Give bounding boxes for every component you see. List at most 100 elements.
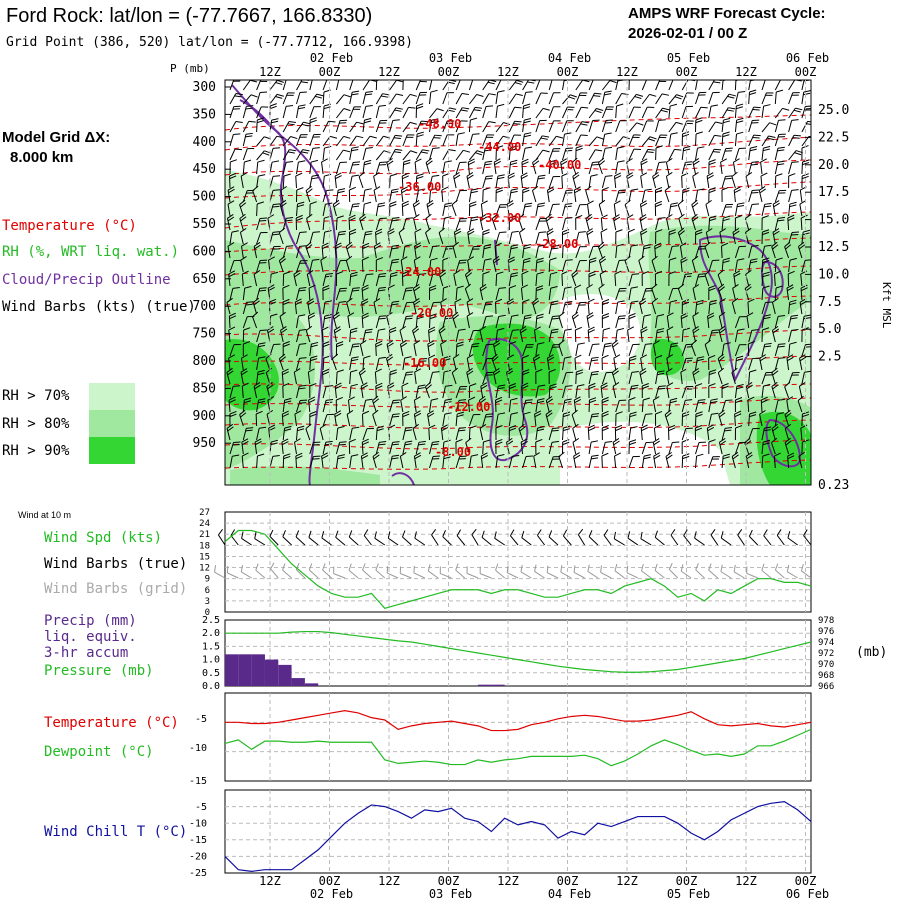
wind-barb [629,149,634,160]
wind-barb [549,260,550,272]
wind-barb [363,92,366,104]
wind-barb-feather [489,122,496,123]
surface-wind-barb [231,535,238,545]
wind-barb-feather [349,187,355,190]
wind-barb-feather [365,189,372,190]
wind-barb [789,108,796,118]
wind-barb-feather [246,108,253,109]
wind-barb-feather [393,414,400,415]
wind-barb-feather [470,204,477,206]
wind-barb [456,134,458,146]
wind-barb [762,204,765,216]
wind-barb [323,148,324,160]
surface-wind-barb-grid [440,574,451,578]
precip-bar [238,654,251,686]
wind-barb [390,372,391,384]
surface-wind-barb [510,536,518,545]
wind-barb-feather [513,124,520,125]
pressure-tick-label: 300 [193,80,216,95]
time-tick-label-bottom: 12Z [378,874,400,888]
wind-barb [722,134,723,146]
surface-wind-barb-grid [547,573,558,578]
wind-barb-feather [711,332,718,333]
wind-barb-feather [497,177,504,178]
wind-ytick-label: 15 [199,552,210,562]
wind-barb-feather [527,82,534,83]
wind-barb [536,219,540,230]
surface-wind-barb [578,535,584,545]
wind-barb [350,162,353,174]
wind-barb-feather [416,106,423,108]
wind-barb [522,162,523,174]
wind-barb-feather [696,132,703,134]
windchill-ytick-label: -20 [189,852,207,863]
time-tick-label-top: 00Z [557,65,579,79]
wind-barb [601,218,602,230]
wind-barb [669,79,673,90]
wind-barb [732,177,736,188]
legend-wind-barbs: Wind Barbs (kts) (true) [2,299,196,315]
surface-wind-barb-grid-feather [323,563,326,570]
wind-barb-feather [592,164,599,165]
wind-barb-feather [379,105,386,106]
wind-barb-feather [431,90,438,92]
wind-barb-feather [270,106,277,108]
wind-barb [415,162,416,174]
wind-barb-feather [752,190,759,191]
surface-wind-barb-feather [296,530,299,536]
wind-barb-feather [486,176,493,177]
wind-barb-feather [275,96,282,98]
surface-wind-barb-grid [414,573,425,578]
wind-barb-feather [470,118,477,120]
wind-barb [270,94,277,104]
pressure-tick-label: 350 [193,107,216,122]
wind-barb-feather [449,150,456,151]
surface-wind-barb-grid [709,570,718,578]
model-grid-label: Model Grid ΔX: [2,129,110,146]
wind-barb-feather [655,187,662,190]
wind-barb-feather [260,288,267,289]
wind-barb-feather [390,202,397,204]
wind-barb [310,135,314,146]
wind-barb [536,176,539,188]
wind-barb [456,219,460,230]
wind-barb-feather [352,290,359,291]
surface-wind-barb-feather [589,530,592,536]
wind-barb-feather [272,161,279,162]
wind-barb-feather [523,104,530,106]
wind-barb-feather [696,120,703,122]
wind-barb-feather [672,442,679,443]
windchill-ytick-label: -10 [189,819,207,830]
wind-barb-feather [524,121,531,123]
legend-rh70-swatch [89,383,135,410]
wind-barb-feather [778,346,785,347]
contour-label: -48.00 [418,117,461,131]
wind-barb-feather [339,444,346,445]
surface-wind-barb-grid-feather [787,565,788,572]
wind-barb-feather [449,108,456,109]
surface-wind-barb-grid-feather [256,564,258,571]
wind-barb-feather [394,138,401,139]
wind-barb-feather [352,164,359,165]
wind-barb-feather [344,95,351,97]
legend-rh70-label: RH > 70% [2,388,70,404]
wind-barb [589,79,593,90]
wind-barb [509,190,511,202]
wind-barb-feather [471,191,478,192]
wind-barb [735,204,737,216]
surface-wind-barb-grid-feather [363,563,366,570]
wind-barb-feather [291,137,298,139]
wind-barb [230,107,234,118]
wind-barb [576,205,580,216]
contour-label: -40.00 [538,158,581,172]
surface-wind-barb-grid [241,572,251,578]
wind-barb [443,204,445,216]
wind-barb-feather [725,178,732,179]
wind-barb-feather [485,161,492,162]
wind-barb [749,92,750,104]
wind-barb [230,122,236,132]
surface-wind-barb-grid-feather [627,566,628,573]
wind-barb-feather [565,133,572,134]
wind-barb [374,190,376,202]
